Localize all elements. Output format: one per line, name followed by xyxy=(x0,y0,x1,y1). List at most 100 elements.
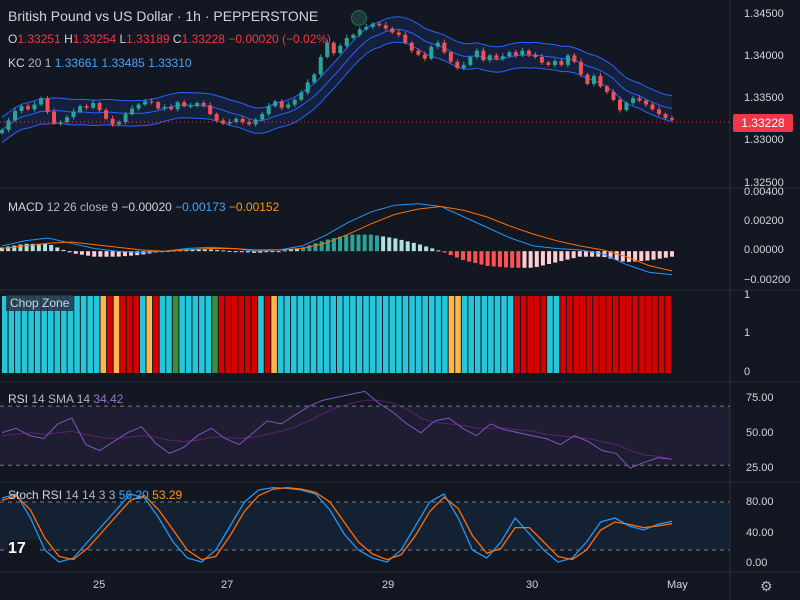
macd-histogram-bar xyxy=(590,251,595,257)
macd-histogram-bar xyxy=(24,243,29,252)
chop-zone-bar xyxy=(461,296,468,373)
macd-histogram-bar xyxy=(497,251,502,267)
macd-histogram-bar xyxy=(264,251,269,253)
candle-body xyxy=(565,55,570,65)
macd-histogram-bar xyxy=(135,251,140,256)
macd-histogram-bar xyxy=(645,251,650,261)
candle-body xyxy=(357,29,362,35)
candle-body xyxy=(435,42,440,47)
macd-histogram-bar xyxy=(61,249,66,252)
macd-legend[interactable]: MACD 12 26 close 9 −0.00020 −0.00173 −0.… xyxy=(8,200,279,214)
chop-zone-bar xyxy=(113,296,120,373)
chop-zone-bar xyxy=(107,296,113,373)
candle-body xyxy=(266,106,271,115)
candle-body xyxy=(156,102,161,109)
candle-body xyxy=(494,55,499,59)
chop-zone-bar xyxy=(330,296,336,373)
time-axis-label: 25 xyxy=(93,579,106,591)
chop-zone-bar xyxy=(501,296,507,373)
chop-zone-bar xyxy=(245,296,251,373)
macd-histogram-bar xyxy=(301,247,306,252)
candle-body xyxy=(331,42,336,54)
candle-body xyxy=(533,54,538,57)
time-axis-label: 27 xyxy=(221,579,234,591)
macd-histogram-bar xyxy=(473,251,478,264)
macd-histogram-bar xyxy=(245,251,250,253)
chop-zone-bar xyxy=(291,296,297,373)
candle-body xyxy=(390,28,395,33)
macd-histogram-bar xyxy=(614,251,619,261)
candle-body xyxy=(637,98,642,101)
chop-zone-bar xyxy=(264,296,271,373)
chop-zone-bar xyxy=(139,296,146,373)
macd-histogram-bar xyxy=(30,243,35,252)
stoch-axis-label: 80.00 xyxy=(746,496,774,508)
chop-zone-bar xyxy=(396,296,402,373)
chop-zone-bar xyxy=(199,296,205,373)
chop-zone-bar xyxy=(153,296,159,373)
tradingview-logo-icon[interactable]: 17 xyxy=(8,540,40,562)
chop-zone-bar xyxy=(277,296,284,373)
candle-body xyxy=(650,104,655,110)
kc-legend[interactable]: KC 20 1 1.33661 1.33485 1.33310 xyxy=(8,56,192,70)
chop-zone-legend[interactable]: Chop Zone xyxy=(6,295,74,311)
macd-histogram-bar xyxy=(639,251,644,261)
candle-body xyxy=(338,45,343,54)
candle-body xyxy=(221,120,226,124)
chop-axis-label: 0 xyxy=(744,366,751,378)
symbol-title[interactable]: British Pound vs US Dollar · 1h · PEPPER… xyxy=(8,8,319,24)
chop-zone-bar xyxy=(258,296,264,373)
stoch-axis-label: 0.00 xyxy=(746,557,768,569)
candle-body xyxy=(325,42,330,57)
macd-histogram-bar xyxy=(663,251,668,258)
chop-zone-bar xyxy=(337,296,343,373)
rsi-legend[interactable]: RSI 14 SMA 14 34.42 xyxy=(8,392,123,406)
macd-histogram-bar xyxy=(43,243,48,252)
ohlc-legend: O1.33251 H1.33254 L1.33189 C1.33228 −0.0… xyxy=(8,32,331,46)
macd-histogram-bar xyxy=(208,249,213,252)
low-label: L xyxy=(119,32,127,46)
chop-zone-bar xyxy=(580,296,586,373)
chop-zone-bar xyxy=(80,296,87,373)
candle-body xyxy=(91,102,96,108)
candle-body xyxy=(201,102,206,106)
chop-zone-bar xyxy=(507,296,514,373)
candle-body xyxy=(78,106,83,112)
macd-histogram-bar xyxy=(596,251,601,257)
rsi-line xyxy=(1,390,673,469)
chop-zone-bar xyxy=(599,296,606,373)
live-status-icon[interactable] xyxy=(351,10,367,26)
macd-histogram-bar xyxy=(110,251,115,257)
chop-zone-bar xyxy=(422,296,428,373)
chop-zone-bar xyxy=(15,296,21,373)
chop-zone-bar xyxy=(133,296,139,373)
price-axis-label: 1.33500 xyxy=(744,92,784,104)
candle-body xyxy=(39,98,44,105)
candle-body xyxy=(409,42,414,51)
candle-body xyxy=(351,34,356,38)
candle-body xyxy=(71,111,76,118)
macd-histogram-bar xyxy=(368,234,373,252)
macd-histogram-bar xyxy=(67,251,72,253)
candle-body xyxy=(234,118,239,122)
macd-histogram-bar xyxy=(307,245,312,252)
chop-zone-bar xyxy=(520,296,527,373)
chop-zone-bar xyxy=(619,296,626,373)
chop-zone-bar xyxy=(593,296,599,373)
candle-body xyxy=(195,102,200,107)
candle-body xyxy=(422,54,427,59)
chop-zone-bar xyxy=(626,296,632,373)
macd-histogram-bar xyxy=(350,234,355,252)
macd-histogram-bar xyxy=(424,246,429,252)
macd-histogram-bar xyxy=(651,251,656,260)
chop-zone-bar xyxy=(172,296,179,373)
chop-zone-bar xyxy=(448,296,455,373)
stoch-rsi-legend[interactable]: Stoch RSI 14 14 3 3 56.20 53.29 xyxy=(8,488,182,502)
candle-body xyxy=(279,101,284,108)
settings-gear-icon[interactable]: ⚙ xyxy=(760,578,773,594)
candle-body xyxy=(123,114,128,122)
chop-zone-bar xyxy=(93,296,100,373)
macd-histogram-bar xyxy=(92,251,97,257)
macd-axis-label: 0.00200 xyxy=(744,215,784,227)
macd-histogram-bar xyxy=(626,251,631,262)
